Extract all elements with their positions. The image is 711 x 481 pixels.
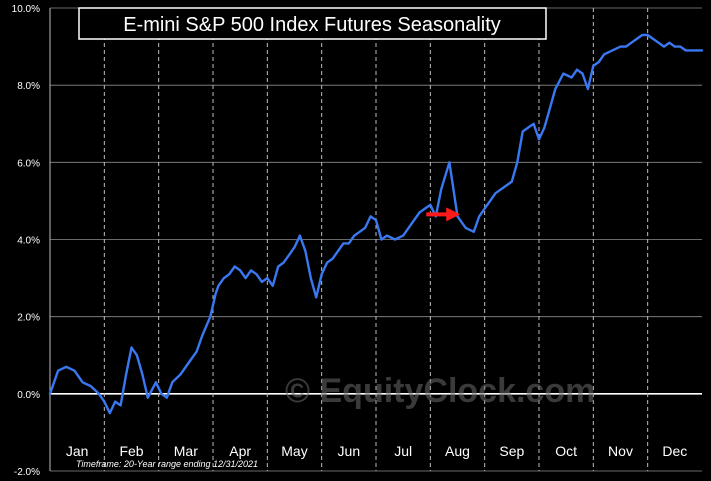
y-tick-label: 8.0% [17, 81, 40, 92]
x-tick-label-jul: Jul [394, 443, 412, 459]
y-tick-label: -2.0% [14, 467, 40, 478]
series-line-0 [48, 33, 704, 415]
y-tick-label: 10.0% [12, 4, 40, 15]
x-tick-label-nov: Nov [608, 443, 633, 459]
timeframe-note: Timeframe: 20-Year range ending 12/31/20… [76, 459, 258, 469]
y-axis-ticks: 10.0% 8.0% 6.0% 4.0% 2.0% 0.0% -2.0% [12, 4, 40, 478]
x-tick-label-oct: Oct [555, 443, 577, 459]
y-tick-label: 4.0% [17, 236, 40, 247]
y-tick-label: 6.0% [17, 158, 40, 169]
x-tick-label-jan: Jan [66, 443, 89, 459]
x-axis-ticks: Jan Feb Mar Apr May Jun Jul Aug Sep Oct Nov Dec [66, 443, 687, 459]
title-box: E-mini S&P 500 Index Futures Seasonality [78, 7, 547, 40]
watermark: © EquityClock.com [285, 372, 595, 410]
x-tick-label-feb: Feb [119, 443, 143, 459]
x-tick-label-sep: Sep [499, 443, 524, 459]
y-tick-label: 2.0% [17, 313, 40, 324]
x-tick-label-may: May [281, 443, 307, 459]
annotation-layer [426, 207, 461, 222]
x-tick-label-jun: Jun [338, 443, 361, 459]
x-tick-label-apr: Apr [229, 443, 251, 459]
annotation-arrow-head [446, 207, 461, 222]
x-tick-label-aug: Aug [445, 443, 470, 459]
y-tick-label: 0.0% [17, 390, 40, 401]
chart-title: E-mini S&P 500 Index Futures Seasonality [123, 14, 501, 36]
x-tick-label-mar: Mar [174, 443, 198, 459]
series-layer [48, 33, 704, 415]
x-tick-label-dec: Dec [662, 443, 687, 459]
